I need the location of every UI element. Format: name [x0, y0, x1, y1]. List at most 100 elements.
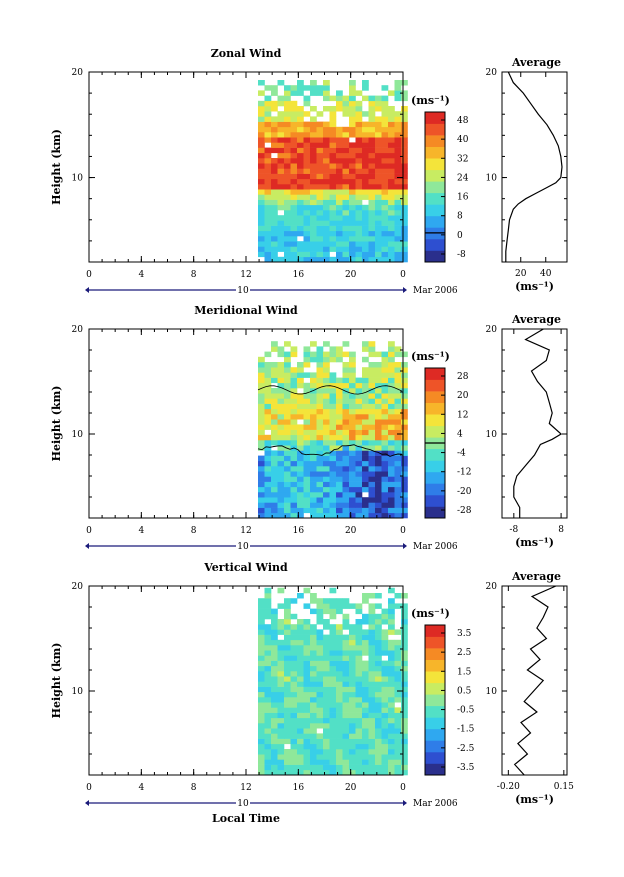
heatmap-cell — [297, 168, 304, 174]
colorbar-tick-label: -8 — [457, 250, 466, 260]
heatmap-cell — [310, 486, 317, 493]
heatmap-cell — [388, 676, 395, 682]
heatmap-cell — [368, 764, 376, 771]
heatmap-cell — [362, 593, 369, 599]
heatmap-cell — [349, 106, 356, 112]
heatmap-cell — [381, 645, 389, 651]
heatmap-cell — [355, 408, 363, 415]
heatmap-cell — [355, 728, 363, 734]
heatmap-cell — [342, 598, 350, 604]
heatmap-cell — [401, 440, 408, 446]
heatmap-cell — [297, 712, 304, 719]
heatmap-cell — [303, 619, 311, 625]
heatmap-cell — [323, 414, 330, 420]
heatmap-cell — [264, 230, 272, 237]
heatmap-cell — [290, 230, 298, 237]
heatmap-cell — [368, 106, 376, 112]
colorbar-tick-label: 24 — [457, 173, 469, 183]
heatmap-cell — [394, 142, 402, 148]
heatmap-cell — [297, 393, 304, 399]
heatmap-cell — [329, 707, 337, 713]
heatmap-cell — [362, 639, 369, 646]
heatmap-cell — [277, 351, 285, 358]
heatmap-cell — [277, 184, 285, 190]
heatmap-cell — [284, 414, 291, 420]
heatmap-cell — [310, 116, 317, 122]
heatmap-cell — [349, 764, 356, 771]
panel-title: Meridional Wind — [194, 304, 298, 317]
heatmap-cell — [290, 382, 298, 389]
heatmap-cell — [381, 152, 389, 159]
heatmap-cell — [401, 241, 408, 247]
heatmap-cell — [323, 152, 330, 159]
heatmap-cell — [375, 593, 382, 599]
heatmap-cell — [394, 382, 402, 389]
heatmap-cell — [329, 204, 337, 211]
heatmap-cell — [362, 754, 369, 760]
heatmap-cell — [271, 251, 278, 258]
heatmap-cell — [316, 466, 324, 472]
heatmap-cell — [284, 507, 291, 514]
heatmap-cell — [375, 251, 382, 258]
heatmap-cell — [375, 137, 382, 143]
heatmap-cell — [290, 624, 298, 630]
heatmap-cell — [342, 204, 350, 211]
heatmap-cell — [329, 95, 337, 102]
heatmap-cell — [355, 486, 363, 493]
heatmap-cell — [323, 723, 330, 729]
heatmap-cell — [303, 362, 311, 368]
heatmap-cell — [329, 613, 337, 620]
heatmap-cell — [277, 178, 285, 185]
heatmap-cell — [323, 445, 330, 451]
heatmap-cell — [323, 733, 330, 739]
heatmap-cell — [258, 236, 265, 242]
heatmap-cell — [258, 388, 265, 394]
heatmap-cell — [284, 728, 291, 734]
heatmap-cell — [375, 362, 382, 368]
heatmap-cell — [388, 712, 395, 719]
heatmap-cell — [329, 178, 337, 185]
heatmap-cell — [323, 481, 330, 488]
heatmap-cell — [284, 393, 291, 399]
heatmap-cell — [258, 100, 265, 107]
colorbar-swatch — [425, 471, 445, 484]
heatmap-cell — [362, 424, 369, 430]
heatmap-cell — [316, 738, 324, 745]
heatmap-cell — [355, 168, 363, 174]
heatmap-cell — [258, 634, 265, 641]
heatmap-cell — [381, 733, 389, 739]
heatmap-cell — [355, 476, 363, 482]
heatmap-cell — [401, 194, 408, 200]
heatmap-cell — [264, 660, 272, 667]
heatmap-cell — [342, 502, 350, 508]
heatmap-cell — [375, 455, 382, 462]
heatmap-cell — [362, 445, 369, 451]
x-tick-label: 0 — [400, 526, 406, 536]
heatmap-cell — [303, 251, 311, 258]
heatmap-cell — [355, 246, 363, 252]
heatmap-cell — [316, 178, 324, 185]
heatmap-cell — [342, 460, 350, 467]
heatmap-cell — [381, 471, 389, 477]
heatmap-cell — [362, 241, 369, 247]
heatmap-cell — [271, 738, 278, 745]
heatmap-cell — [316, 382, 324, 389]
heatmap-cell — [303, 403, 311, 410]
colorbar-swatch — [425, 425, 445, 438]
heatmap-cell — [329, 121, 337, 128]
heatmap-cell — [316, 608, 324, 615]
heatmap-cell — [381, 414, 389, 420]
heatmap-cell — [316, 629, 324, 635]
heatmap-cell — [284, 173, 291, 180]
heatmap-cell — [258, 194, 265, 200]
heatmap-cell — [323, 660, 330, 667]
heatmap-cell — [349, 377, 356, 384]
heatmap-cell — [264, 137, 272, 143]
heatmap-cell — [290, 497, 298, 503]
heatmap-cell — [310, 90, 317, 96]
heatmap-cell — [355, 178, 363, 185]
heatmap-cell — [277, 419, 285, 425]
heatmap-cell — [258, 372, 265, 378]
heatmap-cell — [362, 132, 369, 138]
heatmap-cell — [362, 80, 369, 86]
